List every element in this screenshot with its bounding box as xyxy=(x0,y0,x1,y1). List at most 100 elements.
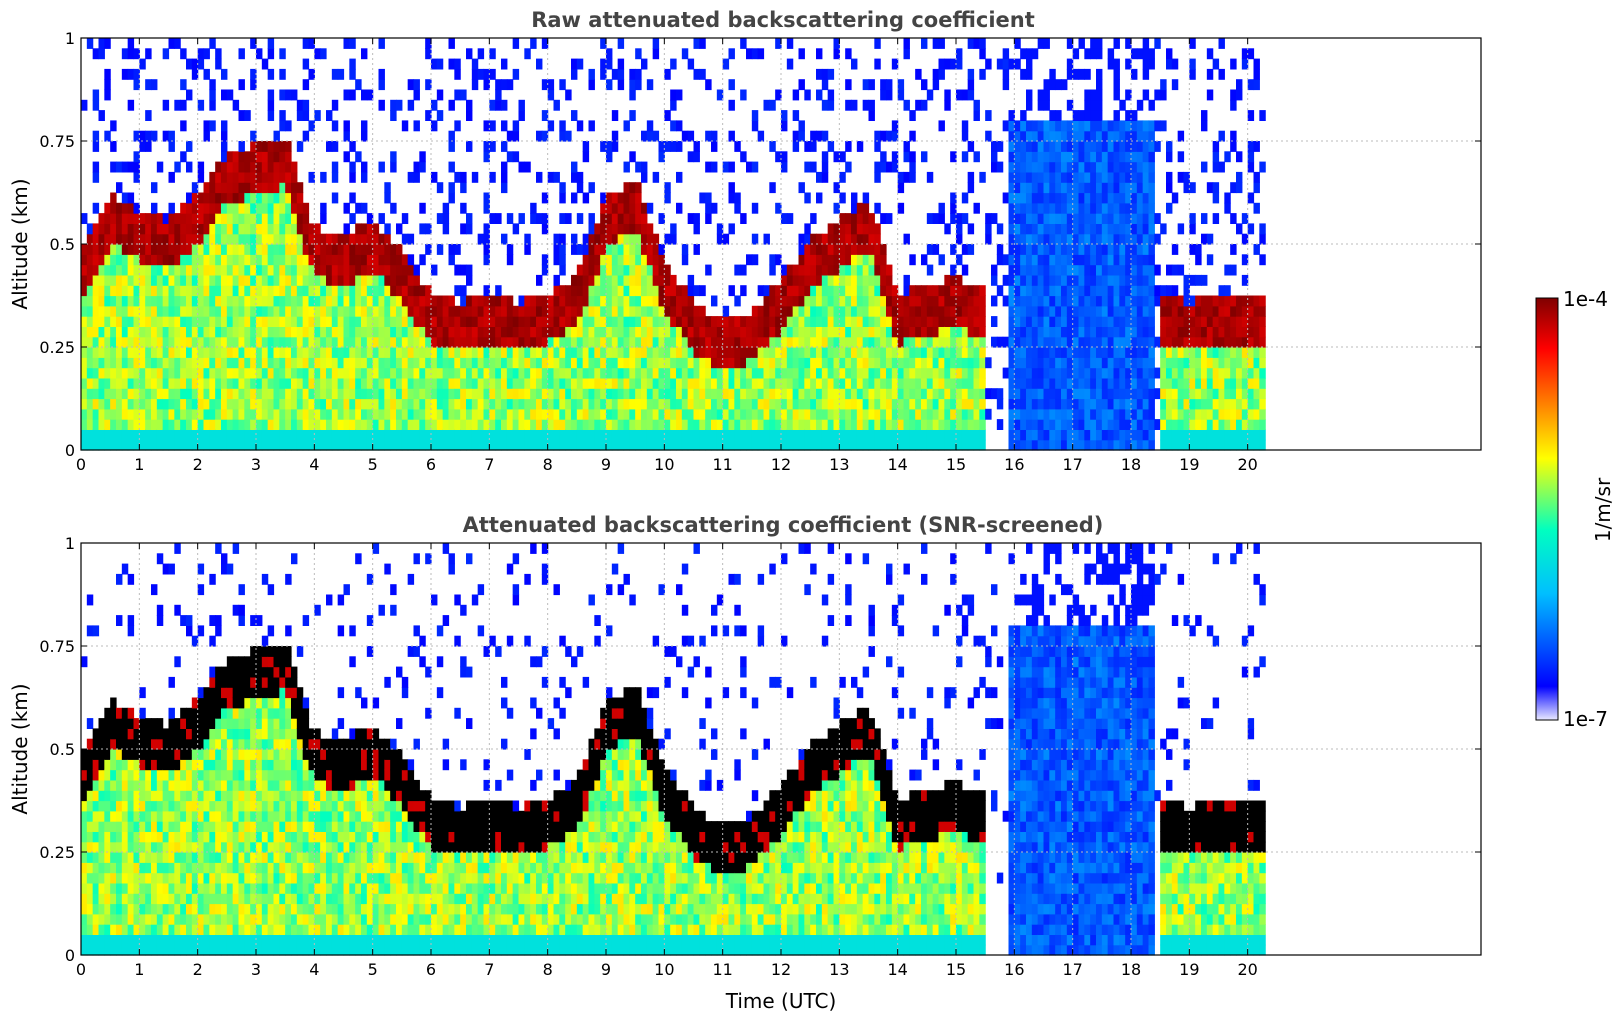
heatmap-cell xyxy=(979,357,986,369)
heatmap-cell xyxy=(425,357,432,369)
heatmap-cell xyxy=(250,419,257,430)
heatmap-cell xyxy=(1055,429,1062,441)
heatmap-cell xyxy=(874,398,881,410)
heatmap-cell xyxy=(104,285,111,297)
heatmap-cell xyxy=(1101,202,1109,214)
heatmap-cell xyxy=(267,388,275,400)
heatmap-cell xyxy=(652,367,660,379)
heatmap-cell xyxy=(769,182,776,194)
heatmap-cell xyxy=(1113,141,1120,152)
heatmap-cell xyxy=(1043,347,1050,358)
heatmap-cell xyxy=(203,377,210,389)
heatmap-cell xyxy=(355,295,362,307)
heatmap-cell xyxy=(279,223,286,235)
heatmap-cell xyxy=(582,357,590,369)
heatmap-cell xyxy=(291,398,298,410)
heatmap-cell xyxy=(151,202,158,214)
heatmap-cell xyxy=(86,295,94,307)
heatmap-cell xyxy=(541,130,549,142)
heatmap-cell xyxy=(1090,295,1097,307)
heatmap-cell xyxy=(646,326,654,338)
heatmap-cell xyxy=(693,213,700,224)
heatmap-cell xyxy=(606,347,613,358)
heatmap-cell xyxy=(279,151,286,163)
heatmap-cell xyxy=(559,419,566,430)
heatmap-cell xyxy=(652,305,660,317)
heatmap-cell xyxy=(1125,141,1132,152)
heatmap-cell xyxy=(973,398,980,410)
heatmap-cell xyxy=(576,305,584,317)
heatmap-cell xyxy=(804,285,811,297)
heatmap-cell xyxy=(524,48,531,60)
heatmap-cell xyxy=(372,429,380,441)
heatmap-cell xyxy=(186,233,193,245)
heatmap-cell xyxy=(378,213,385,224)
heatmap-cell xyxy=(460,357,467,369)
heatmap-cell xyxy=(477,398,485,410)
heatmap-cell xyxy=(512,336,520,348)
heatmap-cell xyxy=(559,192,566,204)
heatmap-cell xyxy=(1125,367,1132,379)
heatmap-cell xyxy=(495,326,502,338)
heatmap-cell xyxy=(996,141,1004,152)
heatmap-cell xyxy=(1224,429,1231,441)
heatmap-cell xyxy=(372,285,380,297)
heatmap-cell xyxy=(956,439,963,451)
heatmap-cell xyxy=(1148,347,1155,358)
heatmap-cell xyxy=(221,305,228,317)
heatmap-cell xyxy=(1107,388,1115,400)
heatmap-cell xyxy=(448,99,455,111)
heatmap-cell xyxy=(938,388,945,400)
heatmap-cell xyxy=(716,367,724,379)
heatmap-cell xyxy=(641,419,648,430)
heatmap-cell xyxy=(1026,89,1033,101)
heatmap-cell xyxy=(483,141,490,152)
heatmap-cell xyxy=(436,429,444,441)
heatmap-cell xyxy=(145,429,152,441)
heatmap-cell xyxy=(734,377,741,389)
heatmap-cell xyxy=(816,388,823,400)
heatmap-cell xyxy=(285,254,292,266)
heatmap-cell xyxy=(611,336,619,348)
heatmap-cell xyxy=(1014,130,1021,142)
heatmap-cell xyxy=(950,58,957,70)
heatmap-cell xyxy=(786,408,794,420)
heatmap-cell xyxy=(728,48,735,60)
heatmap-cell xyxy=(909,398,916,410)
heatmap-cell xyxy=(996,254,1004,266)
heatmap-cell xyxy=(1014,316,1021,327)
heatmap-cell xyxy=(518,347,525,358)
heatmap-cell xyxy=(839,398,846,410)
heatmap-cell xyxy=(635,48,642,60)
heatmap-cell xyxy=(431,99,438,111)
heatmap-cell xyxy=(326,316,333,327)
heatmap-cell xyxy=(460,336,467,348)
heatmap-cell xyxy=(856,408,864,420)
heatmap-cell xyxy=(232,192,240,204)
heatmap-cell xyxy=(366,419,374,430)
heatmap-cell xyxy=(302,367,310,379)
heatmap-cell xyxy=(337,336,345,348)
heatmap-cell xyxy=(361,429,368,441)
heatmap-cell xyxy=(174,429,181,441)
heatmap-cell xyxy=(658,419,665,430)
heatmap-cell xyxy=(1212,161,1220,173)
heatmap-cell xyxy=(909,326,916,338)
heatmap-cell xyxy=(932,367,940,379)
heatmap-cell xyxy=(1142,233,1150,245)
heatmap-cell xyxy=(86,264,94,276)
heatmap-cell xyxy=(1072,347,1080,358)
heatmap-cell xyxy=(652,233,660,245)
heatmap-cell xyxy=(921,336,928,348)
heatmap-cell xyxy=(1218,130,1225,142)
heatmap-cell xyxy=(629,398,636,410)
heatmap-cell xyxy=(121,419,129,430)
heatmap-cell xyxy=(810,347,817,358)
heatmap-cell xyxy=(256,202,263,214)
heatmap-cell xyxy=(92,233,100,245)
heatmap-cell xyxy=(576,429,584,441)
heatmap-cell xyxy=(110,202,117,214)
heatmap-cell xyxy=(1020,326,1027,338)
heatmap-cell xyxy=(1119,367,1126,379)
heatmap-cell xyxy=(1142,141,1150,152)
